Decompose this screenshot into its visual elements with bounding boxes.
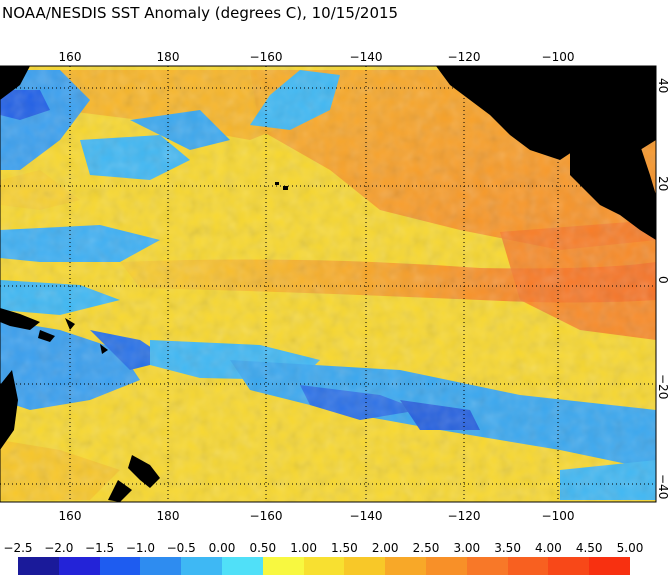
colorbar-swatch [99,557,141,575]
colorbar-tick-label: 0.50 [249,541,277,555]
map-title: NOAA/NESDIS SST Anomaly (degrees C), 10/… [2,4,399,22]
longitude-tick-label: 180 [156,509,180,523]
longitude-tick-label: −100 [541,50,575,64]
colorbar-swatch [385,557,427,575]
colorbar-swatch [181,557,223,575]
colorbar-tick-label: −2.5 [3,541,33,555]
colorbar-tick-label: 1.00 [290,541,317,555]
colorbar-tick-label: 0.00 [208,541,236,555]
longitude-tick-label: −160 [249,509,283,523]
colorbar-swatch [222,557,264,575]
longitude-tick-label: −120 [447,50,481,64]
colorbar-tick-label: −1.5 [85,541,115,555]
colorbar-swatch [262,557,305,575]
lat-lon-grid [0,66,656,502]
colorbar-tick-label: 5.00 [616,541,644,555]
colorbar-swatch [58,557,101,575]
map-frame [0,65,657,503]
colorbar-tick-label: 4.50 [575,541,603,555]
colorbar-swatch [303,557,345,575]
colorbar-swatch [507,557,549,575]
latitude-tick-label: 40 [656,78,670,94]
colorbar-swatch [466,557,509,575]
colorbar-tick-label: −1.0 [125,541,155,555]
longitude-tick-label: 160 [58,509,82,523]
colorbar-tick-label: 4.00 [535,541,562,555]
colorbar-swatch [548,557,590,575]
longitude-tick-label: −140 [349,509,383,523]
longitude-tick-label: −120 [447,509,481,523]
colorbar-tick-label: −0.5 [166,541,196,555]
colorbar-tick-label: 3.00 [453,541,481,555]
colorbar-swatch [426,557,468,575]
colorbar-tick-label: 1.50 [331,541,358,555]
colorbar-tick-label: 2.50 [412,541,440,555]
latitude-tick-label: −40 [656,474,670,500]
colorbar-tick-label: −2.0 [44,541,74,555]
longitude-tick-label: 180 [156,50,180,64]
colorbar-swatch [140,557,182,575]
colorbar-tick-label: 2.00 [371,541,399,555]
colorbar-swatch [589,557,631,575]
longitude-tick-label: −140 [349,50,383,64]
longitude-tick-label: −160 [249,50,283,64]
latitude-tick-label: 0 [656,276,670,284]
colorbar-tick-label: 3.50 [494,541,521,555]
longitude-tick-label: 160 [58,50,82,64]
latitude-tick-label: −20 [656,374,670,400]
latitude-tick-label: 20 [656,176,670,192]
colorbar-swatch [344,557,386,575]
colorbar-swatch [18,557,60,575]
land-masses [0,66,656,502]
longitude-tick-label: −100 [541,509,575,523]
